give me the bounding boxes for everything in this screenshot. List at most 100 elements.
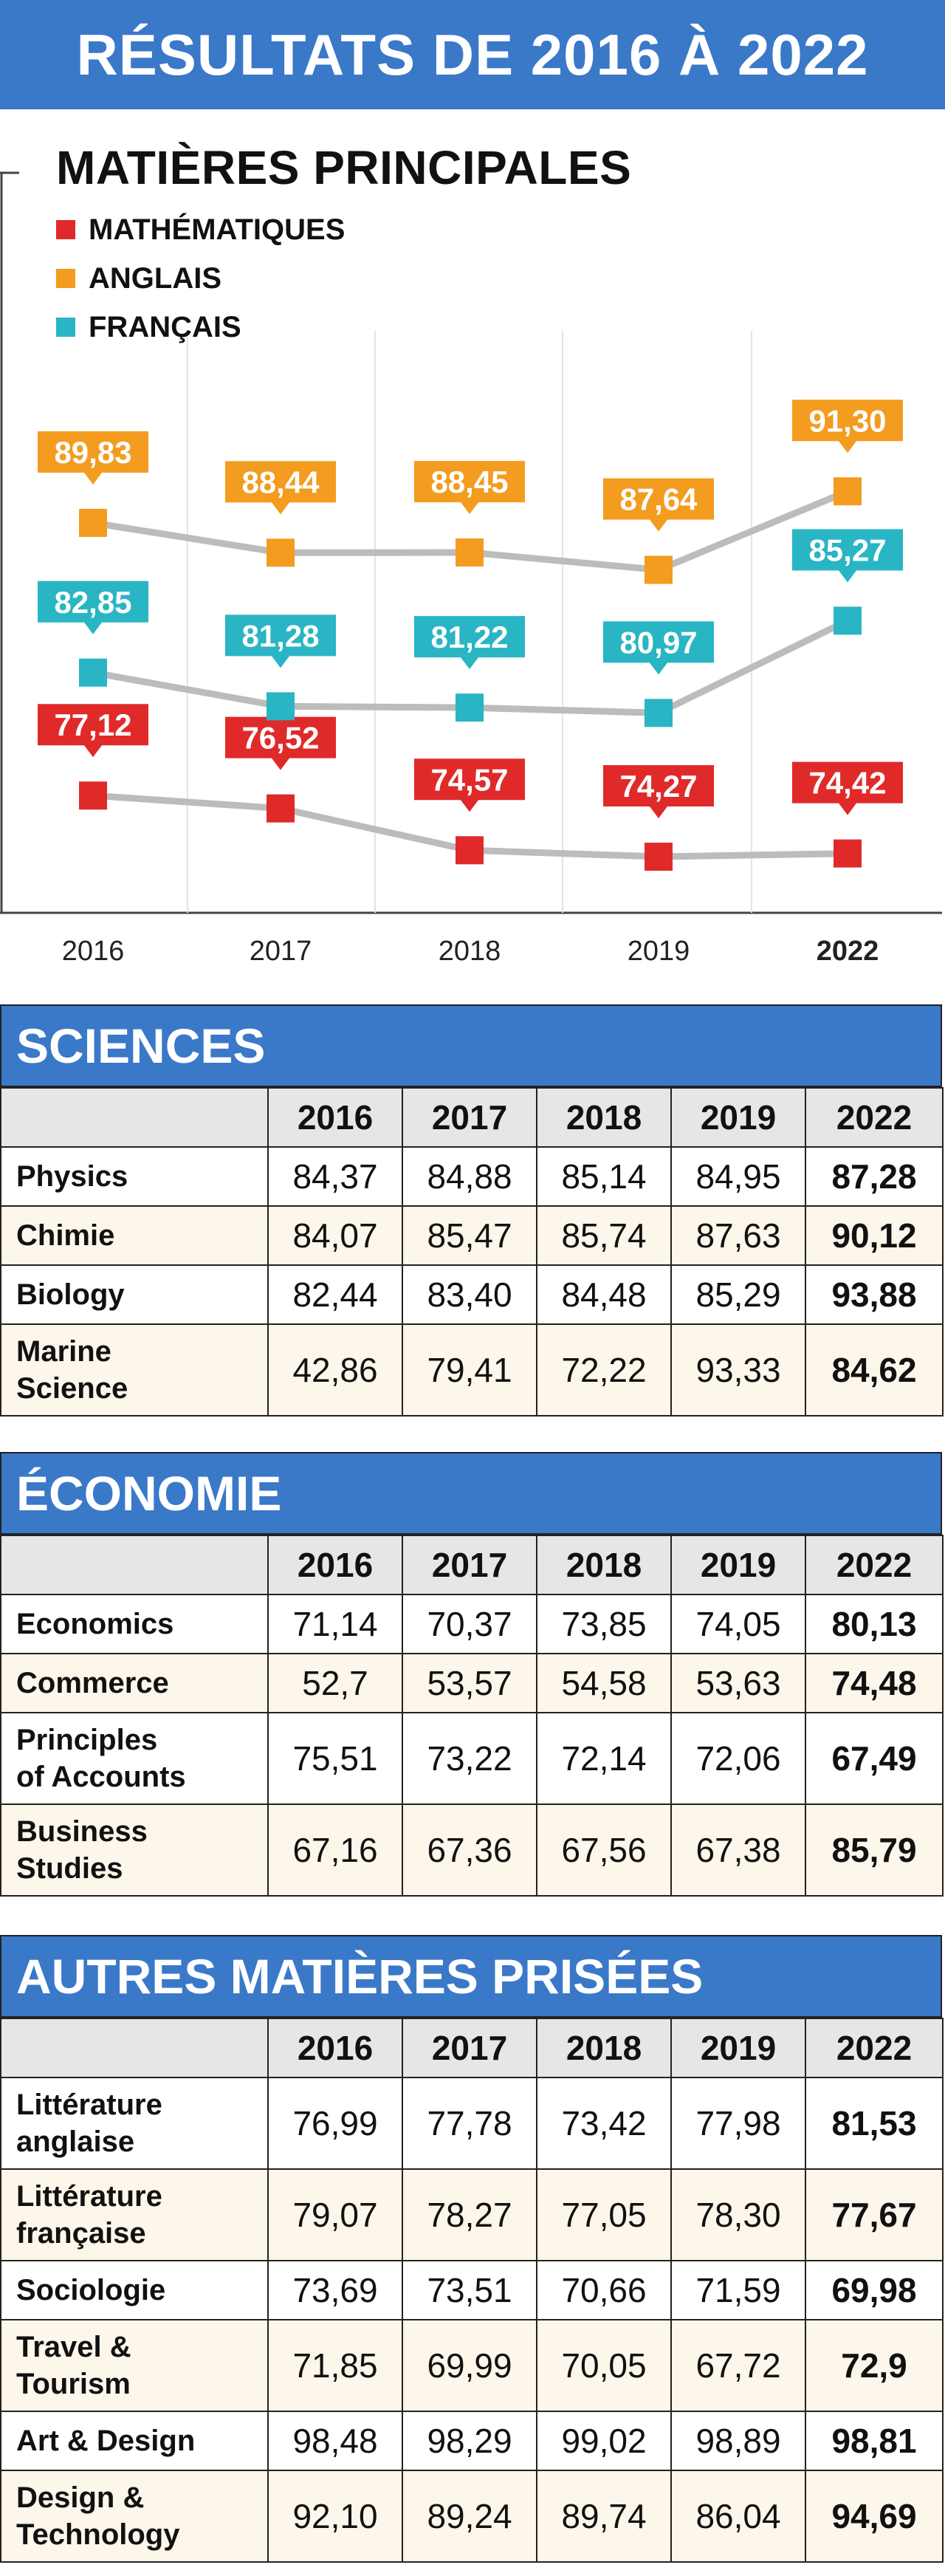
score-cell-2022: 87,28 [805,1146,944,1207]
table-row: Economics 71,14 70,37 73,85 74,05 80,13 [0,1594,944,1654]
results-table: 2016 2017 2018 2019 2022 Physics 84,37 8… [0,1087,944,1417]
table-row: Commerce 52,7 53,57 54,58 53,63 74,48 [0,1653,944,1713]
score-cell: 99,02 [536,2411,672,2471]
table-row: Chimie 84,07 85,47 85,74 87,63 90,12 [0,1205,944,1266]
score-cell-2022: 74,48 [805,1653,944,1713]
header-year: 2022 [805,2018,944,2078]
table-row: Art & Design 98,48 98,29 99,02 98,89 98,… [0,2411,944,2471]
score-cell: 78,30 [670,2168,806,2261]
header-year: 2018 [536,2018,672,2078]
data-point [456,836,484,865]
score-cell-2022: 81,53 [805,2077,944,2170]
table-row: Biology 82,44 83,40 84,48 85,29 93,88 [0,1264,944,1325]
data-label-box [603,478,714,532]
score-cell: 72,14 [536,1712,672,1805]
table-row: Design & Technology 92,10 89,24 89,74 86,… [0,2470,944,2563]
subject-name: Littérature française [0,2168,269,2261]
legend-label: MATHÉMATIQUES [89,213,346,246]
legend-item-anglais: ANGLAIS [56,254,345,303]
page-title: RÉSULTATS DE 2016 À 2022 [76,21,869,87]
score-cell-2022: 67,49 [805,1712,944,1805]
score-cell: 67,36 [402,1803,537,1897]
header-year: 2019 [670,2018,806,2078]
score-cell: 75,51 [267,1712,403,1805]
data-label-box [38,704,148,758]
table-row: Marine Science 42,86 79,41 72,22 93,33 84… [0,1323,944,1417]
data-label-box [38,580,148,634]
score-cell: 85,74 [536,1205,672,1266]
x-tick-label: 2019 [628,936,690,967]
data-point [834,839,862,868]
score-cell: 72,22 [536,1323,672,1417]
score-cell: 71,14 [267,1594,403,1654]
score-cell: 79,07 [267,2168,403,2261]
header-year: 2019 [670,1535,806,1595]
legend-swatch [56,220,75,239]
data-label: 91,30 [808,403,886,438]
x-tick-label: 2017 [250,936,312,967]
score-cell: 78,27 [402,2168,537,2261]
data-label: 74,57 [430,762,508,797]
score-cell: 84,48 [536,1264,672,1325]
data-label-box [225,461,336,515]
table-sciences: SCIENCES 2016 2017 2018 2019 2022 Physic… [0,1004,944,1417]
chart-title: MATIÈRES PRINCIPALES [56,141,632,194]
subject-name: Economics [0,1594,269,1654]
score-cell: 84,95 [670,1146,806,1207]
score-cell: 85,29 [670,1264,806,1325]
score-cell: 73,42 [536,2077,672,2170]
table-row: Littérature anglaise 76,99 77,78 73,42 77… [0,2077,944,2170]
score-cell: 53,63 [670,1653,806,1713]
page-banner: RÉSULTATS DE 2016 À 2022 [0,0,945,109]
score-cell: 87,63 [670,1205,806,1266]
score-cell: 73,85 [536,1594,672,1654]
chart-legend: MATHÉMATIQUES ANGLAIS FRANÇAIS [56,205,345,352]
score-cell: 73,69 [267,2260,403,2320]
table-header-row: 2016 2017 2018 2019 2022 [0,2018,944,2078]
data-point [79,508,107,537]
data-point [267,538,295,567]
data-label-box [414,616,525,670]
data-point [79,781,107,810]
subject-name: Principles of Accounts [0,1712,269,1805]
data-label: 82,85 [54,585,131,620]
score-cell: 98,29 [402,2411,537,2471]
x-tick-label: 2018 [439,936,501,967]
score-cell: 77,78 [402,2077,537,2170]
score-cell: 74,05 [670,1594,806,1654]
score-cell: 89,24 [402,2470,537,2563]
legend-swatch [56,318,75,337]
results-table: 2016 2017 2018 2019 2022 Economics 71,14… [0,1535,944,1897]
subject-name: Design & Technology [0,2470,269,2563]
header-year: 2016 [267,1535,403,1595]
score-cell-2022: 93,88 [805,1264,944,1325]
score-cell: 67,56 [536,1803,672,1897]
score-cell-2022: 90,12 [805,1205,944,1266]
score-cell: 84,37 [267,1146,403,1207]
data-label: 81,22 [430,620,508,654]
score-cell: 67,16 [267,1803,403,1897]
data-point [456,693,484,722]
data-point [834,477,862,506]
legend-item-maths: MATHÉMATIQUES [56,205,345,254]
data-label: 89,83 [54,435,131,470]
table-row: Business Studies 67,16 67,36 67,56 67,38 … [0,1803,944,1897]
header-blank [0,1535,269,1595]
score-cell: 72,06 [670,1712,806,1805]
score-cell: 82,44 [267,1264,403,1325]
score-cell: 85,47 [402,1205,537,1266]
data-label: 77,12 [54,708,131,742]
score-cell-2022: 80,13 [805,1594,944,1654]
score-cell: 86,04 [670,2470,806,2563]
data-label-box [603,621,714,675]
score-cell: 77,98 [670,2077,806,2170]
score-cell-2022: 84,62 [805,1323,944,1417]
score-cell: 98,48 [267,2411,403,2471]
score-cell: 71,59 [670,2260,806,2320]
score-cell: 70,05 [536,2319,672,2412]
data-point [645,555,673,584]
data-point [456,538,484,567]
header-year: 2019 [670,1087,806,1148]
score-cell-2022: 98,81 [805,2411,944,2471]
table-row: Travel & Tourism 71,85 69,99 70,05 67,72 … [0,2319,944,2412]
